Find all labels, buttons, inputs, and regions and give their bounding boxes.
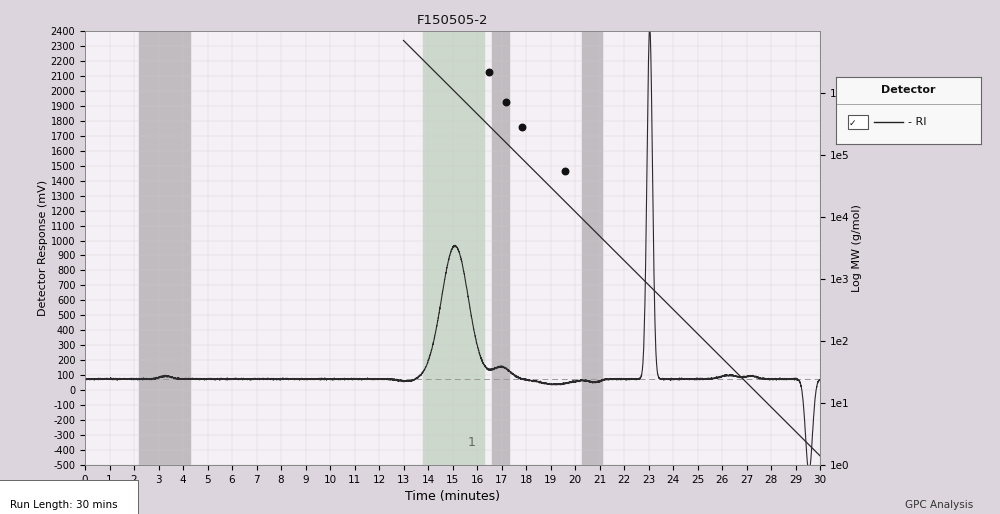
- Y-axis label: Detector Response (mV): Detector Response (mV): [38, 180, 48, 316]
- Bar: [492, 31, 509, 465]
- Bar: [582, 31, 602, 465]
- Bar: [139, 31, 190, 465]
- Point: [498, 98, 514, 106]
- X-axis label: Time (minutes): Time (minutes): [405, 490, 500, 503]
- Text: ✓: ✓: [849, 119, 857, 128]
- Bar: [423, 31, 484, 465]
- Y-axis label: Log MW (g/mol): Log MW (g/mol): [852, 204, 862, 292]
- Text: 1: 1: [468, 436, 476, 449]
- Text: Run Length: 30 mins: Run Length: 30 mins: [10, 501, 118, 510]
- Point: [514, 123, 530, 131]
- Point: [481, 67, 497, 76]
- Text: GPC Analysis: GPC Analysis: [905, 501, 973, 510]
- Text: - RI: - RI: [908, 117, 927, 127]
- FancyBboxPatch shape: [848, 115, 868, 129]
- Point: [557, 167, 573, 175]
- Title: F150505-2: F150505-2: [417, 14, 488, 27]
- Text: Detector: Detector: [881, 85, 936, 96]
